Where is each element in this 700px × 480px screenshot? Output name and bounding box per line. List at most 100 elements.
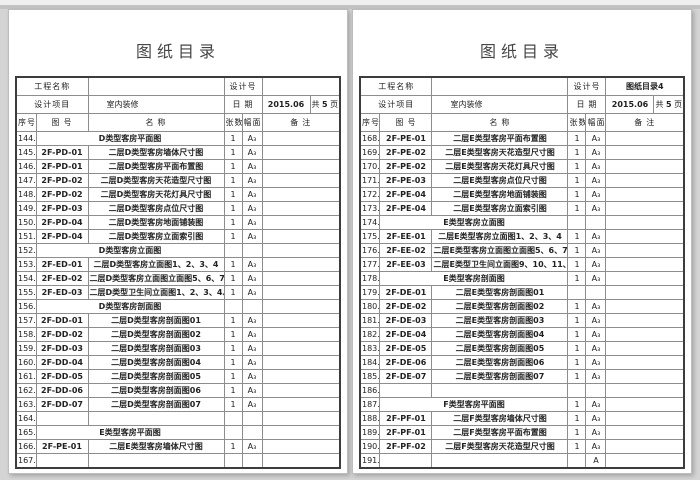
cell-drawing-code: 2F-PD-01 (35, 145, 89, 160)
cell-format (585, 383, 607, 398)
cell-serial: 182. (359, 327, 381, 342)
cell-serial: 154. (15, 271, 37, 286)
cell-format: A₃ (241, 159, 263, 174)
cell-format: A₃ (241, 369, 263, 384)
cell-format (241, 453, 263, 469)
cell-sheet-count: 1 (223, 257, 243, 272)
cell-drawing-code: 2F-DE-03 (379, 313, 433, 328)
cell-remark (605, 229, 685, 244)
col-header-qty: 张数 (223, 113, 243, 132)
table-row: 169. 2F-PE-02 二层E类型客房天花造型尺寸图 1 A₃ (359, 145, 685, 160)
cell-format: A₃ (585, 187, 607, 202)
cell-remark (605, 159, 685, 174)
cell-drawing-name: 二层D类型客房地面铺装图 (87, 215, 225, 230)
cell-format (585, 285, 607, 300)
table-row: 151. 2F-PD-04 二层D类型客房立面索引图 1 A₃ (15, 229, 341, 244)
table-row: 186. (359, 383, 685, 398)
cell-sheet-count: 1 (567, 271, 587, 286)
cell-serial: 152. (15, 243, 37, 258)
col-header-remark: 备 注 (261, 113, 341, 132)
cell-remark (605, 439, 685, 454)
cell-drawing-code: 2F-ED-03 (35, 285, 89, 300)
cell-sheet-count: 1 (567, 159, 587, 174)
cell-serial: 158. (15, 327, 37, 342)
cell-format: A₃ (241, 229, 263, 244)
cell-drawing-name: 二层D类型客房点位尺寸图 (87, 201, 225, 216)
cell-serial: 188. (359, 411, 381, 426)
design-item-label: 设计项目 (359, 95, 433, 114)
table-row: 153. 2F-ED-01 二层D类型客房立面图1、2、3、4 1 A₃ (15, 257, 341, 272)
date-label: 日 期 (223, 95, 263, 114)
cell-remark (261, 243, 341, 258)
cell-format: A₃ (585, 439, 607, 454)
cell-sheet-count: 1 (567, 341, 587, 356)
cell-format: A₃ (585, 355, 607, 370)
design-no-value: 图纸目录4 (605, 76, 685, 96)
catalog-page-right: 图纸目录 工程名称 设计号 图纸目录4 设计项目 室内装修 日 期 2015.0… (352, 9, 692, 474)
cell-sheet-count: 1 (567, 411, 587, 426)
cell-remark (605, 173, 685, 188)
cell-drawing-code: 2F-DE-05 (379, 341, 433, 356)
cell-serial: 150. (15, 215, 37, 230)
cell-sheet-count (567, 383, 587, 398)
cell-drawing-code: 2F-DE-04 (379, 327, 433, 342)
cell-drawing-code: 2F-DD-01 (35, 313, 89, 328)
table-row: 191. A (359, 453, 685, 469)
cell-serial: 179. (359, 285, 381, 300)
cell-drawing-code: 2F-PE-01 (379, 131, 433, 146)
cell-drawing-name (87, 453, 225, 469)
cell-format: A₃ (585, 397, 607, 412)
cell-format (241, 411, 263, 426)
table-row: 150. 2F-PD-04 二层D类型客房地面铺装图 1 A₃ (15, 215, 341, 230)
cell-serial: 178. (359, 271, 381, 286)
table-row: 183. 2F-DE-05 二层E类型客房剖面图05 1 A₃ (359, 341, 685, 356)
cell-sheet-count: 1 (223, 159, 243, 174)
table-row: 175. 2F-EE-01 二层E类型客房立面图1、2、3、4 1 A₃ (359, 229, 685, 244)
cell-sheet-count (567, 215, 587, 230)
cell-format: A₃ (585, 271, 607, 286)
cell-drawing-code: 2F-DD-02 (35, 327, 89, 342)
cell-serial: 177. (359, 257, 381, 272)
table-row: 181. 2F-DE-03 二层E类型客房剖面图03 1 A₃ (359, 313, 685, 328)
cell-format: A₃ (585, 243, 607, 258)
cell-format: A₃ (585, 341, 607, 356)
cell-remark (261, 145, 341, 160)
scan-background-shadow (0, 5, 700, 9)
cell-drawing-code (379, 453, 433, 469)
cell-remark (261, 341, 341, 356)
cell-drawing-code: 2F-DD-04 (35, 355, 89, 370)
cell-remark (261, 187, 341, 202)
cell-format: A₃ (241, 215, 263, 230)
cell-drawing-name: 二层D类型客房立面图1、2、3、4 (87, 257, 225, 272)
cell-section-header: D类型客房平面图 (35, 131, 225, 146)
cell-sheet-count: 1 (223, 187, 243, 202)
cell-drawing-name: 二层E类型客房天花造型尺寸图 (431, 145, 569, 160)
cell-sheet-count: 1 (567, 327, 587, 342)
table-row: 188. 2F-PF-01 二层F类型客房墙体尺寸图 1 A₃ (359, 411, 685, 426)
cell-sheet-count: 1 (567, 355, 587, 370)
cell-drawing-code: 2F-PE-02 (379, 159, 433, 174)
cell-format: A₃ (241, 145, 263, 160)
table-row: 154. 2F-ED-02 二层D类型客房立面图立面图5、6、7、8 1 A₃ (15, 271, 341, 286)
cell-serial: 167. (15, 453, 37, 469)
cell-remark (261, 453, 341, 469)
cell-sheet-count (223, 425, 243, 440)
cell-remark (605, 383, 685, 398)
cell-drawing-name: 二层D类型客房天花造型尺寸图 (87, 173, 225, 188)
date-value: 2015.06 (605, 95, 655, 114)
cell-serial: 155. (15, 285, 37, 300)
catalog-page-left: 图纸目录 工程名称 设计号 设计项目 室内装修 日 期 2015.06 共 5 … (8, 9, 348, 474)
cell-drawing-code: 2F-PD-04 (35, 215, 89, 230)
cell-sheet-count: 1 (567, 187, 587, 202)
design-no-label: 设计号 (223, 76, 263, 96)
cell-format: A₃ (241, 341, 263, 356)
table-row: 170. 2F-PE-02 二层E类型客房天花灯具尺寸图 1 A₃ (359, 159, 685, 174)
table-row: 184. 2F-DE-06 二层E类型客房剖面图06 1 A₃ (359, 355, 685, 370)
cell-remark (605, 145, 685, 160)
cell-drawing-name: 二层D类型客房剖面图07 (87, 397, 225, 412)
table-row: 159. 2F-DD-03 二层D类型客房剖面图03 1 A₃ (15, 341, 341, 356)
cell-drawing-code: 2F-EE-01 (379, 229, 433, 244)
design-no-value (261, 76, 341, 96)
info-row-date: 设计项目 室内装修 日 期 2015.06 共 5 页 (359, 95, 685, 114)
cell-remark (605, 397, 685, 412)
